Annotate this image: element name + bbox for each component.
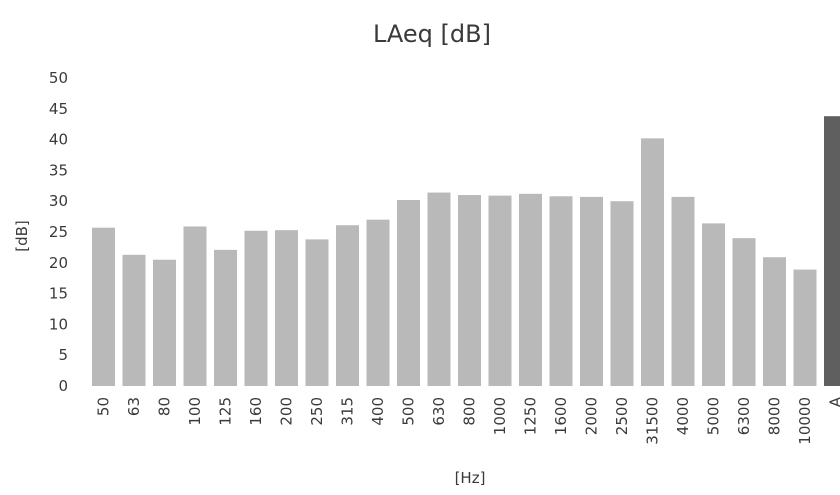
x-tick-label: 1600: [552, 397, 570, 435]
y-tick-label: 20: [49, 254, 68, 272]
x-tick-label: 125: [217, 397, 235, 426]
x-tick-label: 250: [308, 397, 326, 426]
bar: [458, 195, 481, 386]
y-tick-label: 50: [49, 69, 68, 87]
x-tick-label: 2000: [583, 397, 601, 435]
bar: [488, 195, 512, 386]
y-axis-title: [dB]: [13, 220, 31, 252]
bar: [580, 196, 603, 386]
x-tick-label: 160: [247, 397, 265, 426]
x-tick-label: 80: [156, 397, 174, 416]
bar: [305, 239, 329, 386]
bar: [610, 201, 634, 386]
bar: [92, 227, 115, 386]
y-axis-ticks: 0 5 10 15 20 25 30 35 40 45 50: [49, 69, 68, 395]
x-tick-label: 100: [186, 397, 204, 426]
bar: [397, 199, 420, 386]
bar: [214, 249, 237, 386]
bar: [732, 238, 756, 386]
y-tick-label: 45: [49, 100, 68, 118]
x-tick-label: 8000: [766, 397, 784, 435]
x-tick-label: 4000: [674, 397, 692, 435]
x-tick-label: 400: [369, 397, 387, 426]
x-tick-label: 10000: [796, 397, 814, 445]
bar: [366, 219, 390, 386]
bar: [671, 196, 695, 386]
bar: [519, 193, 542, 386]
bar: [275, 230, 298, 386]
y-tick-label: 5: [58, 346, 68, 364]
x-tick-label: 6300: [735, 397, 753, 435]
bar: [702, 223, 725, 386]
bar-a-weighted: [824, 116, 840, 386]
x-tick-label: 2500: [613, 397, 631, 435]
x-tick-label: 200: [278, 397, 296, 426]
x-tick-label: 63: [125, 397, 143, 416]
bar: [793, 269, 817, 386]
x-tick-label: 800: [461, 397, 479, 426]
x-tick-label: 50: [95, 397, 113, 416]
bar: [336, 225, 359, 386]
x-tick-label: 630: [430, 397, 448, 426]
x-tick-label: A: [827, 396, 840, 407]
x-axis-title: [Hz]: [455, 469, 486, 487]
bar: [183, 226, 207, 386]
x-tick-label: 31500: [644, 397, 662, 445]
x-tick-label: 500: [400, 397, 418, 426]
y-tick-label: 40: [49, 131, 68, 149]
y-tick-label: 0: [58, 377, 68, 395]
bar: [763, 257, 786, 386]
x-axis-ticks: 50 63 80 100 125 160 200 250 315 400 500 630 800 1000…: [95, 396, 840, 444]
x-tick-label: 315: [339, 397, 357, 426]
y-tick-label: 25: [49, 223, 68, 241]
bar: [244, 230, 268, 386]
chart-title: LAeq [dB]: [373, 20, 491, 48]
bars: [92, 116, 840, 386]
bar: [122, 254, 146, 386]
y-tick-label: 35: [49, 161, 68, 179]
bar: [153, 259, 176, 386]
y-tick-label: 30: [49, 192, 68, 210]
x-tick-label: 1250: [522, 397, 540, 435]
bar: [427, 192, 451, 386]
bar: [641, 138, 664, 386]
x-tick-label: 1000: [491, 397, 509, 435]
x-tick-label: 5000: [705, 397, 723, 435]
bar: [549, 196, 573, 386]
y-tick-label: 15: [49, 285, 68, 303]
y-tick-label: 10: [49, 315, 68, 333]
